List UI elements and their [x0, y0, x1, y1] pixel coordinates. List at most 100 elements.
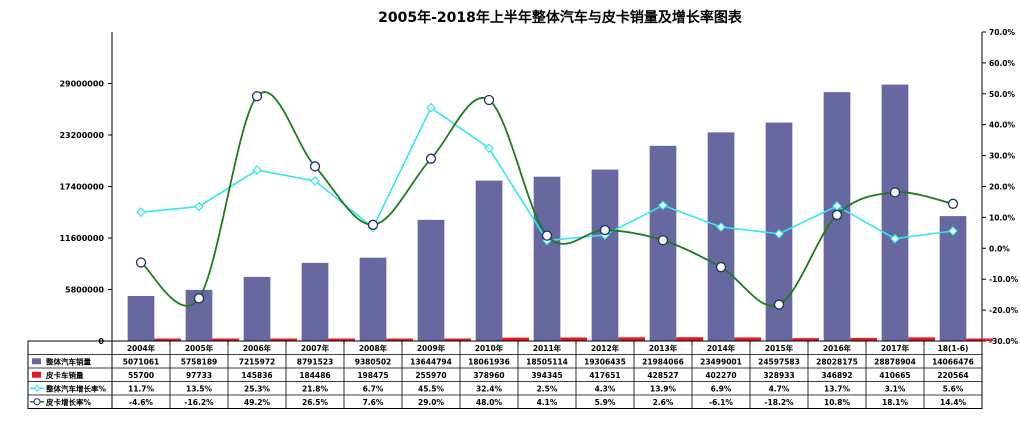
data-label: 32.4%: [476, 384, 503, 393]
category-label: 2007年: [301, 343, 330, 353]
bar-pickup-sales: [908, 337, 936, 341]
data-label: 402270: [705, 371, 736, 380]
data-label: 18505114: [526, 357, 568, 366]
category-label: 2013年: [649, 343, 678, 353]
bar-total-sales: [475, 180, 503, 341]
data-label: 220564: [937, 371, 968, 380]
bar-total-sales: [939, 216, 967, 341]
marker-pickup-growth: [947, 198, 959, 209]
y-right-tick-label: 0.0%: [989, 244, 1010, 253]
data-label: 49.2%: [244, 398, 271, 407]
legend-key-bar: [32, 371, 41, 378]
category-label: 2006年: [243, 343, 272, 353]
chart-title: 2005年-2018年上半年整体汽车与皮卡销量及增长率图表: [378, 9, 743, 26]
data-label: 4.3%: [595, 384, 616, 393]
bar-pickup-sales: [444, 338, 472, 341]
bar-total-sales: [591, 169, 619, 341]
marker-total-growth: [136, 207, 146, 217]
data-label: 2.6%: [653, 398, 674, 407]
series-name: 整体汽车销量: [46, 356, 91, 366]
category-label: 18(1-6): [938, 344, 969, 353]
marker-total-growth: [658, 200, 668, 211]
data-label: 28878904: [874, 357, 916, 366]
data-label: -16.2%: [184, 398, 214, 407]
category-label: 2009年: [417, 343, 446, 353]
y-left-tick-label: 17400000: [59, 183, 104, 192]
data-label: 5071061: [123, 357, 160, 366]
bar-pickup-sales: [386, 338, 414, 341]
marker-total-growth: [716, 222, 726, 232]
bar-pickup-sales: [212, 338, 240, 341]
data-label: 6.9%: [711, 384, 732, 393]
data-label: 10.8%: [824, 398, 851, 407]
marker-pickup-growth: [541, 230, 553, 241]
y-right-tick-label: -10.0%: [989, 275, 1019, 284]
bar-total-sales: [301, 262, 329, 341]
legend-key-marker: [33, 398, 41, 406]
marker-total-growth: [484, 143, 494, 154]
legend-key-marker: [33, 384, 41, 392]
data-label: 26.5%: [302, 398, 329, 407]
marker-pickup-growth: [309, 161, 321, 172]
data-label: 19306435: [584, 357, 626, 366]
marker-total-growth: [252, 165, 262, 175]
data-label: 48.0%: [476, 398, 503, 407]
data-label: 378960: [473, 371, 504, 380]
marker-pickup-growth: [831, 209, 843, 221]
data-label: 18.1%: [882, 398, 909, 407]
data-label: 346892: [821, 371, 852, 380]
bar-total-sales: [417, 219, 445, 341]
legend-key-bar: [32, 358, 41, 365]
marker-pickup-growth: [483, 94, 495, 106]
category-label: 2014年: [707, 343, 736, 353]
category-label: 2005年: [185, 343, 214, 353]
y-right-tick-label: 30.0%: [989, 152, 1016, 161]
category-label: 2016年: [823, 343, 852, 353]
bar-total-sales: [359, 257, 387, 341]
data-label: 2.5%: [537, 384, 558, 393]
bar-pickup-sales: [676, 337, 704, 341]
bar-total-sales: [707, 132, 735, 341]
marker-pickup-growth: [773, 299, 785, 310]
category-label: 2004年: [127, 343, 156, 353]
series-name: 皮卡增长率%: [45, 397, 91, 407]
data-label: 24597583: [758, 357, 800, 366]
series-name: 整体汽车增长率%: [46, 383, 106, 393]
data-label: 184486: [299, 371, 330, 380]
series-name: 皮卡车销量: [45, 370, 84, 380]
category-label: 2008年: [359, 343, 388, 353]
data-label: 410665: [879, 371, 910, 380]
data-label: 25.3%: [244, 384, 271, 393]
data-label: 7215972: [239, 357, 276, 366]
data-label: 13.7%: [824, 384, 851, 393]
data-label: 6.7%: [363, 384, 384, 393]
bar-pickup-sales: [618, 337, 646, 341]
marker-pickup-growth: [193, 293, 205, 304]
data-label: 5.9%: [595, 398, 616, 407]
category-label: 2011年: [533, 343, 562, 353]
data-label: 21984066: [642, 357, 684, 366]
bar-pickup-sales: [328, 338, 356, 341]
y-left-tick-label: 5800000: [65, 286, 104, 295]
data-label: 13.5%: [186, 384, 213, 393]
y-left-tick-label: 29000000: [59, 80, 104, 89]
category-label: 2017年: [881, 343, 910, 353]
data-label: 14.4%: [940, 398, 967, 407]
data-label: -4.6%: [129, 398, 153, 407]
table-border: [27, 340, 983, 409]
marker-pickup-growth: [657, 235, 669, 246]
data-table: 2004年 2005年 2006年 2007年 2008年 2009年 2010年 2011年…: [27, 340, 983, 409]
data-label: 145836: [241, 371, 272, 380]
category-label: 2015年: [765, 343, 794, 353]
data-label: 255970: [415, 371, 446, 380]
data-label: -6.1%: [709, 398, 733, 407]
data-label: 29.0%: [418, 398, 445, 407]
data-label: 328933: [763, 371, 794, 380]
data-label: 9380502: [355, 357, 392, 366]
data-label: 28028175: [816, 357, 858, 366]
marker-pickup-growth: [135, 257, 147, 268]
bar-pickup-sales: [734, 337, 762, 341]
data-label: 7.6%: [363, 398, 384, 407]
